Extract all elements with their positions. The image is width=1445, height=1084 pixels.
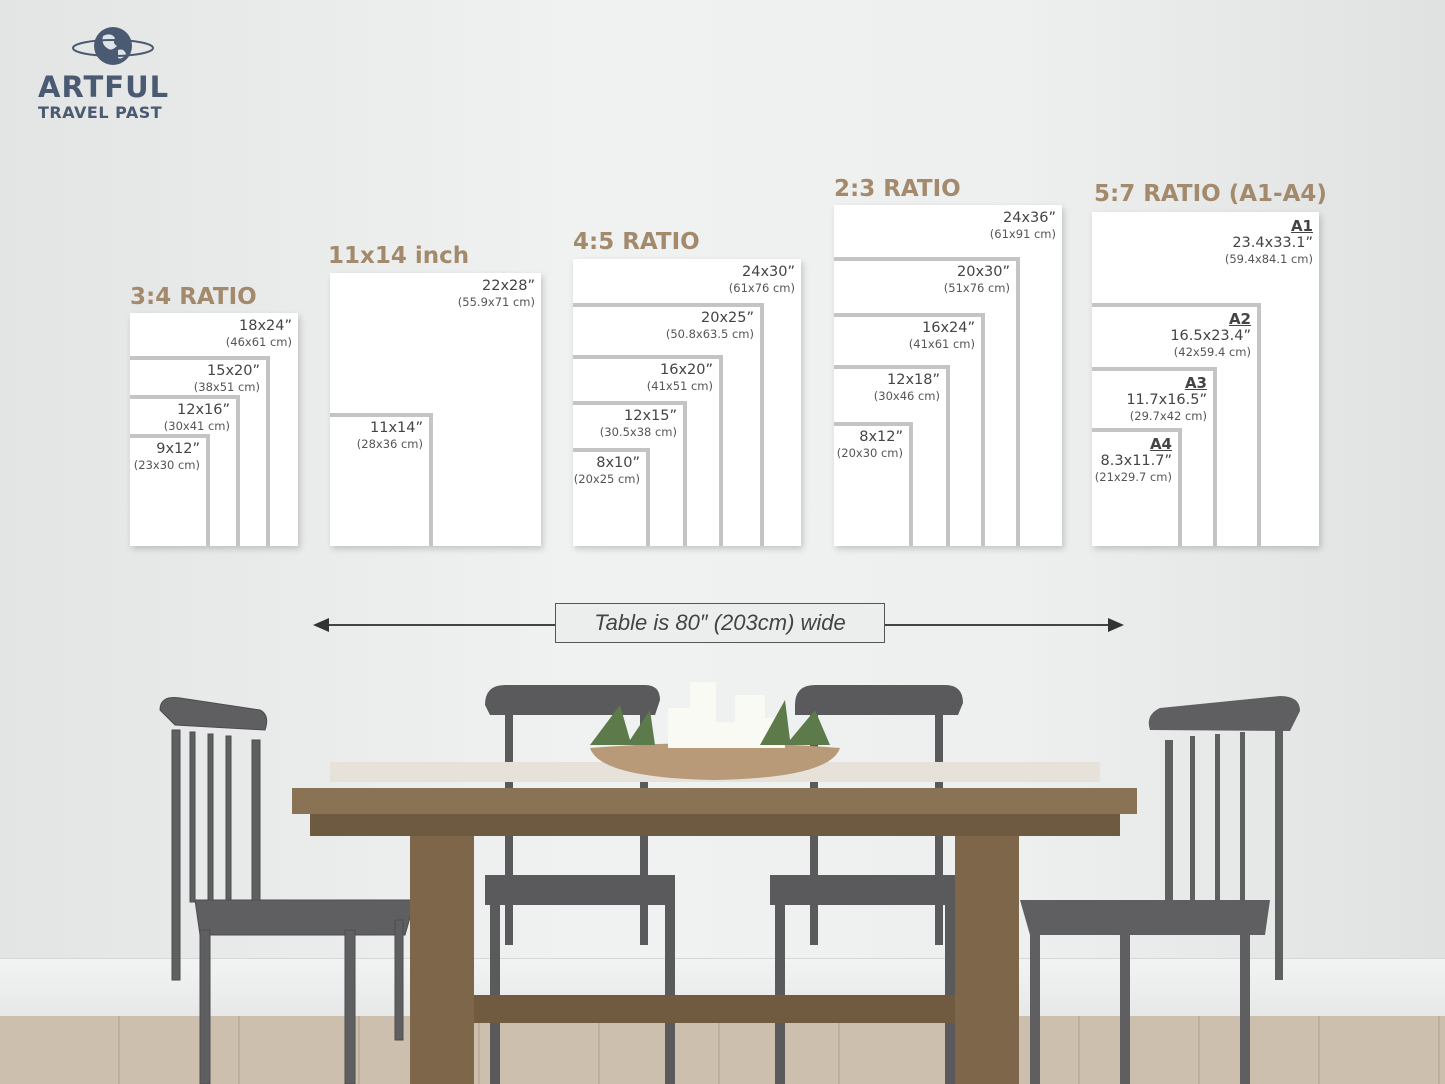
size-cm: (21x29.7 cm) — [1094, 470, 1172, 484]
size-label: A2 16.5x23.4” (42x59.4 cm) — [1170, 310, 1251, 360]
size-inches: 8.3x11.7” — [1100, 453, 1172, 469]
size-inches: 12x16” — [177, 402, 230, 418]
size-label: 18x24” (46x61 cm) — [226, 318, 292, 350]
size-label: 12x16” (30x41 cm) — [164, 402, 230, 434]
size-frame: A4 8.3x11.7” (21x29.7 cm) — [1092, 428, 1182, 546]
paper-size-name: A2 — [1228, 310, 1251, 328]
size-frame: 8x10” (20x25 cm) — [573, 448, 650, 546]
size-label: 24x36” (61x91 cm) — [990, 210, 1056, 242]
size-cm: (51x76 cm) — [943, 281, 1010, 295]
arrow-right-icon — [1108, 618, 1124, 632]
size-label: 24x30” (61x76 cm) — [729, 264, 795, 296]
size-group-title: 3:4 RATIO — [130, 284, 257, 310]
size-cm: (41x61 cm) — [908, 337, 975, 351]
size-label: 20x30” (51x76 cm) — [944, 264, 1010, 296]
size-inches: 16x20” — [660, 362, 713, 378]
size-frame-group: 22x28” (55.9x71 cm) 11x14” (28x36 cm) — [330, 273, 541, 546]
size-cm: (50.8x63.5 cm) — [665, 327, 754, 341]
size-group-title: 4:5 RATIO — [573, 229, 700, 255]
arrow-left-line — [325, 624, 555, 626]
size-frame: 9x12” (23x30 cm) — [130, 434, 210, 546]
table — [292, 762, 1137, 1084]
size-cm: (59.4x84.1 cm) — [1224, 252, 1313, 266]
wood-floor — [0, 1016, 1445, 1084]
size-inches: 8x12” — [859, 429, 903, 445]
size-cm: (30x41 cm) — [163, 419, 230, 433]
size-frame-group: 18x24” (46x61 cm) 15x20” (38x51 cm) 12x16” (3… — [130, 313, 298, 546]
centerpiece — [590, 682, 840, 780]
size-cm: (28x36 cm) — [356, 437, 423, 451]
size-group-title: 11x14 inch — [328, 243, 470, 269]
size-inches: 11x14” — [370, 420, 423, 436]
size-cm: (61x76 cm) — [728, 281, 795, 295]
arrow-left-icon — [313, 618, 329, 632]
size-inches: 16.5x23.4” — [1170, 328, 1251, 344]
size-group-title: 2:3 RATIO — [834, 176, 961, 202]
size-inches: 23.4x33.1” — [1232, 235, 1313, 251]
size-label: 11x14” (28x36 cm) — [357, 420, 423, 452]
size-cm: (42x59.4 cm) — [1173, 345, 1251, 359]
size-inches: 18x24” — [239, 318, 292, 334]
size-inches: 11.7x16.5” — [1126, 392, 1207, 408]
size-frame-group: 24x36” (61x91 cm) 20x30” (51x76 cm) 16x24” (4… — [834, 205, 1062, 546]
table-width-note: Table is 80″ (203cm) wide — [555, 603, 885, 643]
size-label: A1 23.4x33.1” (59.4x84.1 cm) — [1225, 217, 1313, 267]
size-label: 15x20” (38x51 cm) — [194, 363, 260, 395]
size-label: A3 11.7x16.5” (29.7x42 cm) — [1126, 374, 1207, 424]
size-label: 12x18” (30x46 cm) — [874, 372, 940, 404]
size-label: 16x20” (41x51 cm) — [647, 362, 713, 394]
size-label: 8x10” (20x25 cm) — [574, 455, 640, 487]
size-cm: (38x51 cm) — [193, 380, 260, 394]
size-inches: 12x18” — [887, 372, 940, 388]
size-cm: (23x30 cm) — [133, 458, 200, 472]
paper-size-name: A4 — [1149, 435, 1172, 453]
size-inches: 16x24” — [922, 320, 975, 336]
paper-size-name: A3 — [1184, 374, 1207, 392]
size-frame: 11x14” (28x36 cm) — [330, 413, 433, 546]
size-inches: 24x30” — [742, 264, 795, 280]
size-group-title: 5:7 RATIO (A1-A4) — [1094, 181, 1327, 207]
size-inches: 12x15” — [624, 408, 677, 424]
size-inches: 15x20” — [207, 363, 260, 379]
size-cm: (55.9x71 cm) — [457, 295, 535, 309]
size-label: A4 8.3x11.7” (21x29.7 cm) — [1095, 435, 1172, 485]
size-inches: 20x25” — [701, 310, 754, 326]
chair-right — [1020, 696, 1300, 1084]
size-cm: (20x30 cm) — [836, 446, 903, 460]
size-cm: (41x51 cm) — [646, 379, 713, 393]
size-inches: 20x30” — [957, 264, 1010, 280]
size-cm: (30x46 cm) — [873, 389, 940, 403]
size-inches: 8x10” — [596, 455, 640, 471]
size-label: 9x12” (23x30 cm) — [134, 441, 200, 473]
size-cm: (29.7x42 cm) — [1129, 409, 1207, 423]
size-frame-group: A1 23.4x33.1” (59.4x84.1 cm) A2 16.5x23.4” (4… — [1092, 212, 1319, 546]
size-frame: 8x12” (20x30 cm) — [834, 422, 913, 546]
size-cm: (20x25 cm) — [573, 472, 640, 486]
size-label: 22x28” (55.9x71 cm) — [458, 278, 535, 310]
size-inches: 24x36” — [1003, 210, 1056, 226]
size-cm: (30.5x38 cm) — [599, 425, 677, 439]
size-inches: 9x12” — [156, 441, 200, 457]
logo-title: ARTFUL — [38, 70, 170, 104]
size-frame-group: 24x30” (61x76 cm) 20x25” (50.8x63.5 cm) 16x2… — [573, 259, 801, 546]
size-cm: (46x61 cm) — [225, 335, 292, 349]
logo-subtitle: TRAVEL PAST — [38, 103, 163, 122]
size-label: 16x24” (41x61 cm) — [909, 320, 975, 352]
size-cm: (61x91 cm) — [989, 227, 1056, 241]
dining-scene — [159, 682, 1300, 1084]
size-label: 12x15” (30.5x38 cm) — [600, 408, 677, 440]
size-label: 20x25” (50.8x63.5 cm) — [666, 310, 754, 342]
paper-size-name: A1 — [1290, 217, 1313, 235]
globe-icon — [72, 27, 154, 65]
arrow-right-line — [885, 624, 1113, 626]
size-label: 8x12” (20x30 cm) — [837, 429, 903, 461]
size-inches: 22x28” — [482, 278, 535, 294]
chair-left — [159, 697, 416, 1084]
